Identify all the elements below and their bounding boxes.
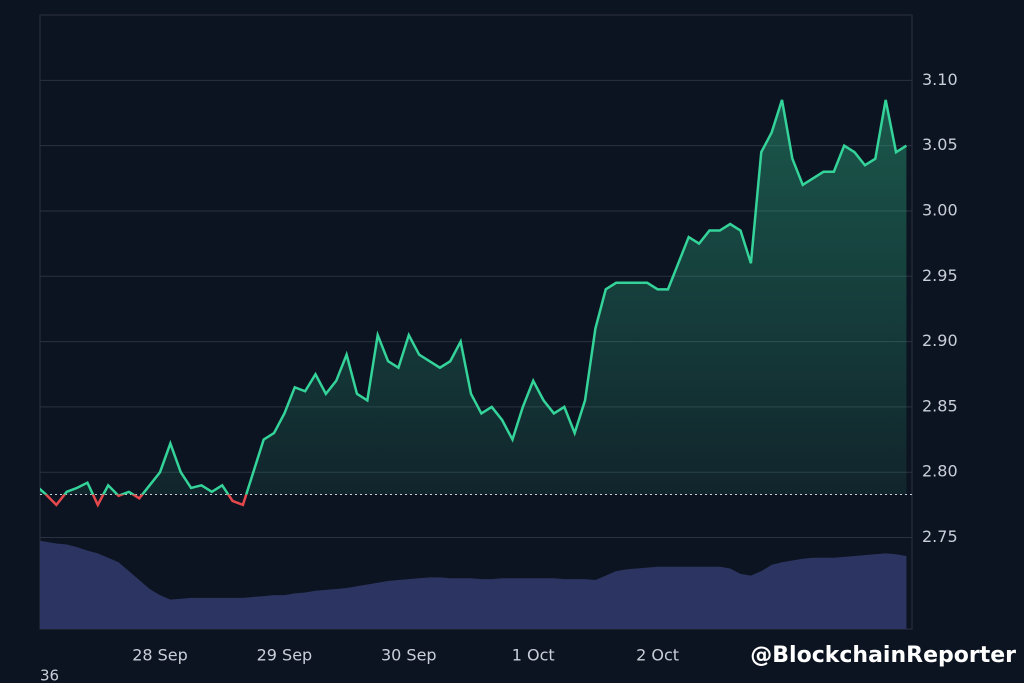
y-tick-label: 3.10 — [922, 70, 958, 89]
x-tick-label: 2 Oct — [636, 646, 679, 665]
y-tick-label: 2.75 — [922, 527, 958, 546]
y-tick-label: 2.90 — [922, 331, 958, 350]
x-tick-label: 1 Oct — [512, 646, 555, 665]
y-tick-label: 2.80 — [922, 462, 958, 481]
y-tick-label: 3.00 — [922, 200, 958, 219]
x-tick-label: 30 Sep — [381, 646, 437, 665]
watermark: @BlockchainReporter — [750, 643, 1016, 668]
y-tick-label: 3.05 — [922, 135, 958, 154]
volume-area — [40, 540, 907, 629]
price-area — [40, 99, 907, 495]
y-tick-label: 2.95 — [922, 266, 958, 285]
y-tick-label: 2.85 — [922, 396, 958, 415]
x-tick-label: 28 Sep — [132, 646, 188, 665]
price-line — [40, 99, 908, 495]
x-tick-label: 29 Sep — [257, 646, 313, 665]
corner-label: 36 — [40, 667, 59, 683]
